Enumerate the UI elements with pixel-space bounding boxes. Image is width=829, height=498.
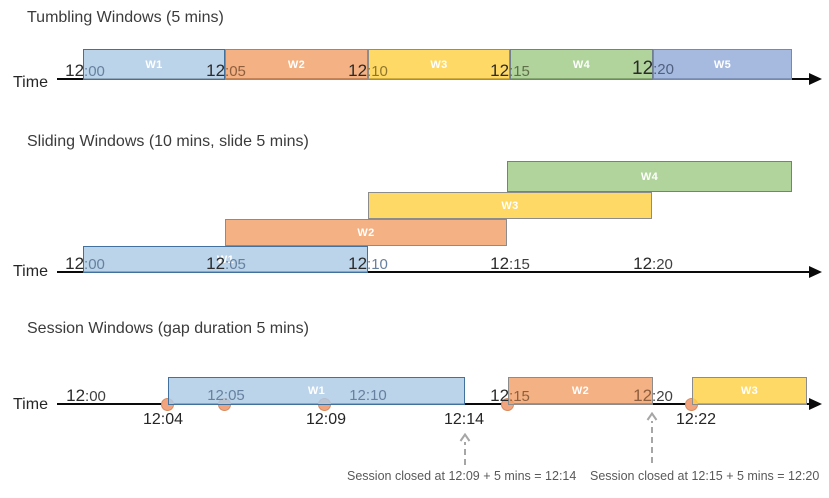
event-time-label-1209: 12:09 [305,411,347,428]
tumbling-tick-1220: 12:20 [611,59,695,79]
window-label: W3 [740,385,759,397]
session-axis-arrowhead-icon [809,398,822,410]
tumbling-tick-1215: 12:15 [468,61,552,81]
window-label: W4 [572,58,591,71]
tick-hour: 12 [633,254,653,273]
tick-hour: 12 [490,254,510,273]
tick-minute: :15 [509,256,530,273]
tick-minute: :20 [652,256,673,273]
window-label: W3 [430,58,448,71]
session-close-annotation-2: Session closed at 12:15 + 5 mins = 12:20 [590,469,820,483]
session-close-label-1214: 12:14 [443,411,485,428]
tick-minute: :10 [367,63,388,80]
tumbling-windows-title: Tumbling Windows (5 mins) [27,9,224,26]
tick-hour: 12 [206,254,226,273]
session-tick-1220: 12:20 [611,386,695,406]
tick-hour: 12 [349,387,366,404]
tick-minute: :10 [365,387,387,404]
tumbling-time-axis-label: Time [13,74,48,91]
session-close-arrow-icon [646,412,658,463]
window-label: W1 [145,58,163,71]
tick-hour: 12 [66,386,86,405]
session-tick-1210: 12:10 [326,386,410,405]
tick-minute: :15 [509,63,530,80]
session-tick-1215: 12:15 [468,386,552,406]
event-time-label-1222: 12:22 [675,411,717,428]
sliding-window-w2: W2 [225,219,507,246]
window-label: W3 [501,199,519,212]
tick-hour: 12 [65,254,85,273]
tumbling-tick-1200: 12:00 [43,61,127,81]
window-label: W2 [571,385,590,397]
tick-minute: :00 [85,388,106,405]
tumbling-window-w3: W3 [368,49,510,80]
sliding-tick-1220: 12:20 [611,254,695,274]
sliding-tick-1210: 12:10 [326,254,410,274]
tick-minute: :15 [509,388,530,405]
tick-minute: :05 [223,387,245,404]
session-close-annotation-1: Session closed at 12:09 + 5 mins = 12:14 [347,469,577,483]
tumbling-window-w1: W1 [83,49,225,80]
session-window-w3: W3 [692,377,807,405]
window-label: W5 [713,58,732,71]
tick-hour: 12 [206,61,226,80]
session-window-w2: W2 [508,377,653,405]
sliding-window-w3: W3 [368,192,652,219]
sliding-time-axis [57,271,811,273]
tick-hour: 12 [348,61,368,80]
window-label: W1 [307,385,326,397]
tick-minute: :05 [225,256,246,273]
session-close-arrow-icon [459,433,471,465]
tick-hour: 12 [207,387,224,404]
event-time-label-1204: 12:04 [142,411,184,428]
tumbling-window-w5: W5 [653,49,792,80]
session-window-w1: W1 [168,377,465,405]
tick-hour: 12 [490,61,510,80]
session-tick-1200: 12:00 [44,386,128,406]
window-label: W4 [640,170,659,183]
tick-hour: 12 [490,386,510,405]
tick-hour: 12 [65,61,85,80]
tumbling-tick-1210: 12:10 [326,61,410,81]
tick-hour: 12 [633,386,653,405]
sliding-tick-1215: 12:15 [468,254,552,274]
tick-minute: :00 [84,256,105,273]
tick-minute: :05 [225,63,246,80]
sliding-window-w1: W1 [83,246,368,273]
sliding-windows-title: Sliding Windows (10 mins, slide 5 mins) [27,133,309,150]
sliding-time-axis-label: Time [13,263,48,280]
window-label: W2 [357,226,375,239]
tumbling-axis-arrowhead-icon [809,73,822,85]
session-windows-title: Session Windows (gap duration 5 mins) [27,320,309,337]
tumbling-window-w2: W2 [225,49,368,80]
sliding-tick-1200: 12:00 [43,254,127,274]
session-tick-1205: 12:05 [184,386,268,405]
session-time-axis-label: Time [13,396,48,413]
tick-minute: :20 [652,388,673,405]
tick-minute: :10 [367,256,388,273]
window-label: W2 [287,58,306,71]
sliding-window-w4: W4 [507,161,792,192]
tick-hour: 12 [632,58,654,79]
tumbling-tick-1205: 12:05 [184,61,268,81]
window-label: W1 [216,253,235,266]
tumbling-window-w4: W4 [510,49,653,80]
tick-hour: 12 [348,254,368,273]
tick-minute: :20 [653,61,674,78]
sliding-axis-arrowhead-icon [809,266,822,278]
tick-minute: :00 [84,63,105,80]
sliding-tick-1205: 12:05 [184,254,268,274]
